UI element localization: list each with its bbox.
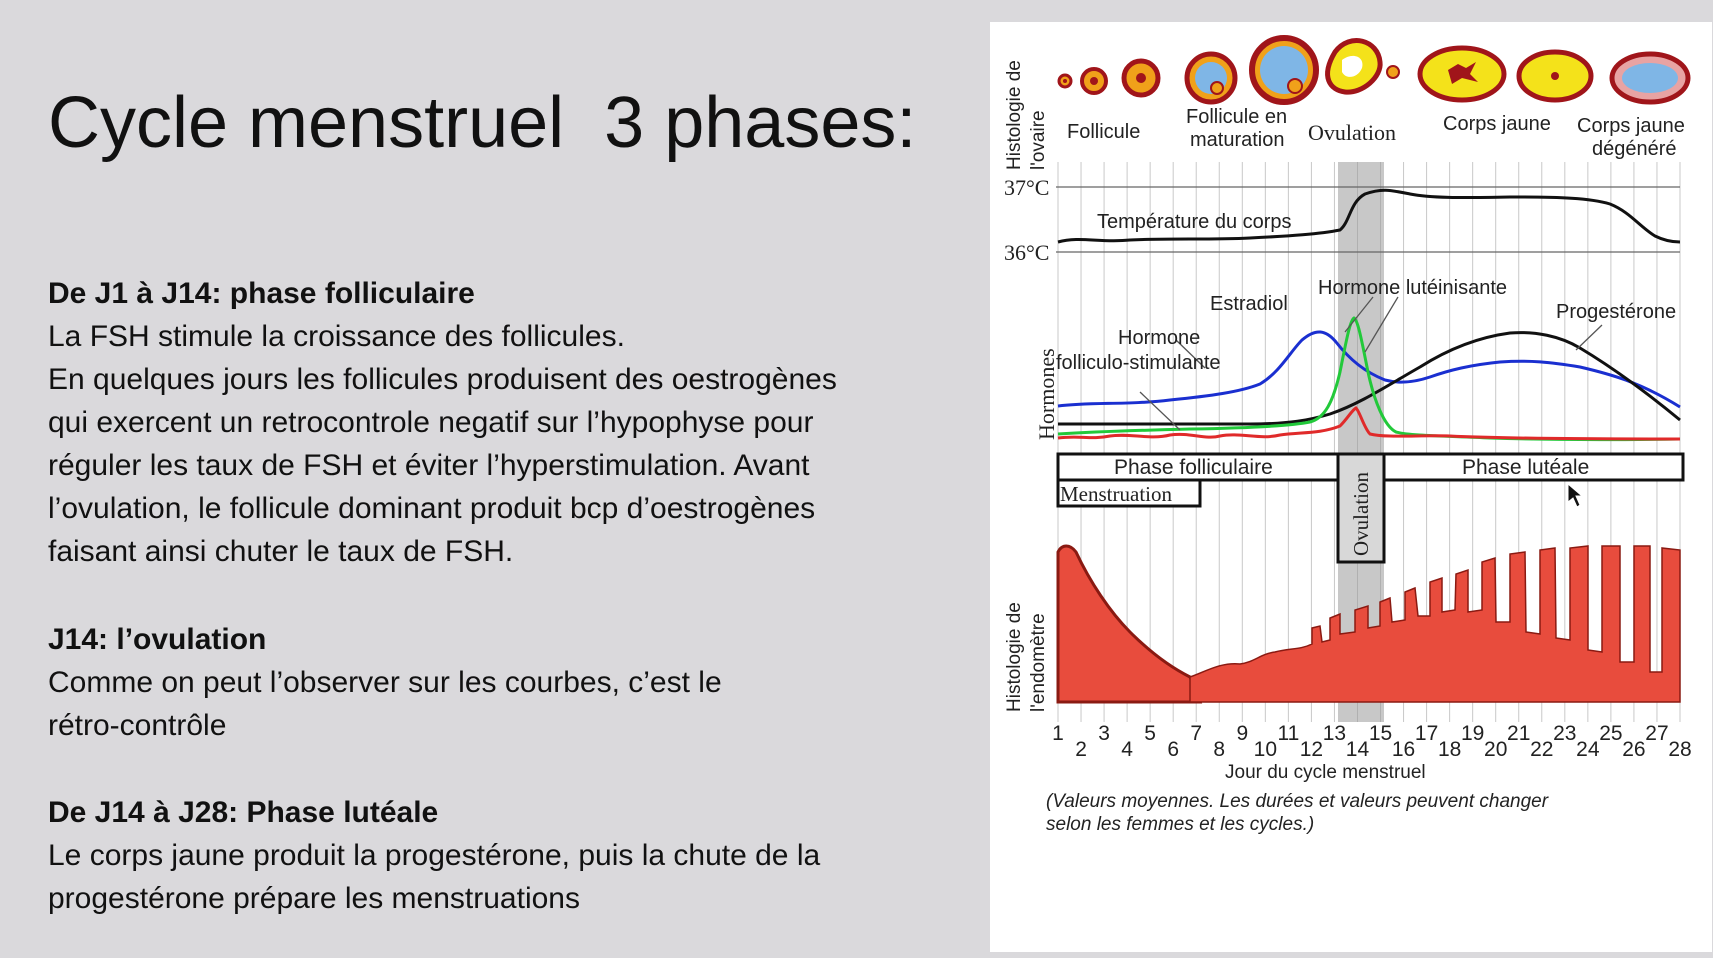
day-tick-label: 27 (1645, 722, 1668, 745)
text-line: progestérone prépare les menstruations (48, 882, 580, 915)
endometrium-shedding (1056, 544, 1203, 704)
day-tick-label: 17 (1415, 722, 1438, 745)
endometrium-tissue (1189, 545, 1681, 703)
fsh-curve (1057, 330, 1681, 409)
endometrium-axis-label: Histologie de (1004, 602, 1025, 712)
progesterone-curve (1058, 331, 1681, 426)
day-tick-label: 12 (1300, 738, 1323, 761)
text-line: réguler les taux de FSH et éviter l’hype… (48, 449, 810, 482)
label-corps-jaune-degenere: dégénéré (1592, 138, 1677, 160)
lh-label: Hormone lutéinisante (1318, 277, 1507, 299)
menstruation-label: Menstruation (1060, 482, 1172, 506)
label-corps-jaune: Corps jaune (1443, 113, 1551, 135)
endometrium-histology: Histologie de l'endomètre (1004, 544, 1681, 712)
day-tick-label: 6 (1167, 738, 1179, 761)
mouse-cursor-icon (1567, 482, 1584, 508)
text-line: Le corps jaune produit la progestérone, … (48, 839, 821, 872)
day-tick-label: 15 (1369, 722, 1392, 745)
day-tick-label: 11 (1277, 722, 1299, 745)
temperature-chart: 37°C 36°C Température du corps (1004, 175, 1681, 265)
x-axis: 1234567891011121314151617181920212223242… (1052, 722, 1692, 761)
estradiol-label: Estradiol (1210, 293, 1288, 315)
menstrual-cycle-diagram: Histologie de l'ovaire (990, 22, 1712, 952)
lh-curve (1057, 406, 1681, 441)
text-line: faisant ainsi chuter le taux de FSH. (48, 535, 514, 568)
day-tick-label: 13 (1323, 722, 1346, 745)
label-follicule-maturation: Follicule en (1186, 106, 1287, 128)
day-tick-label: 18 (1438, 738, 1461, 761)
fsh-label: Hormone (1118, 327, 1200, 349)
phase-luteale-bar (1382, 452, 1685, 482)
text-line: qui exercent un retrocontrole negatif su… (48, 406, 814, 439)
day-tick-label: 1 (1052, 722, 1064, 745)
day-tick-label: 5 (1144, 722, 1156, 745)
day-tick-label: 22 (1530, 738, 1553, 761)
section-heading: De J1 à J14: phase folliculaire (48, 277, 475, 310)
day-tick-label: 23 (1553, 722, 1576, 745)
temperature-curve (1057, 188, 1681, 244)
label-ovulation: Ovulation (1308, 120, 1396, 145)
text-line: Comme on peut l’observer sur les courbes… (48, 666, 722, 699)
x-axis-title: Jour du cycle menstruel (1225, 762, 1426, 783)
label-follicule-maturation: maturation (1190, 129, 1285, 151)
degenerated-corpus-luteum (1609, 51, 1691, 105)
menstruation-bar (1056, 478, 1202, 508)
temperature-label: Température du corps (1097, 211, 1292, 233)
day-tick-label: 4 (1121, 738, 1133, 761)
ovulation-bar-label: Ovulation (1349, 472, 1373, 556)
temperature-tick-37: 37°C (1004, 175, 1049, 200)
text-line: l’ovulation, le follicule dominant produ… (48, 492, 816, 525)
footnote: (Valeurs moyennes. Les durées et valeurs… (1046, 791, 1549, 812)
text-line: rétro-contrôle (48, 709, 227, 742)
ovary-axis-label: l'ovaire (1028, 110, 1049, 170)
ovary-histology: Histologie de l'ovaire (1004, 35, 1691, 170)
phase-luteale-label: Phase lutéale (1462, 456, 1589, 479)
temperature-tick-36: 36°C (1004, 240, 1049, 265)
hormones-axis-label: Hormones (1034, 348, 1059, 440)
endometrium-axis-label: l'endomètre (1028, 613, 1049, 712)
section-ovulation: J14: l’ovulation Comme on peut l’observe… (48, 618, 928, 747)
footnote: selon les femmes et les cycles.) (1046, 814, 1314, 835)
day-tick-label: 28 (1668, 738, 1691, 761)
ovary-axis-label: Histologie de (1004, 60, 1025, 170)
maturing-follicle (1184, 35, 1319, 105)
day-tick-label: 25 (1599, 722, 1622, 745)
day-tick-label: 24 (1576, 738, 1600, 761)
slide-title: Cycle menstruel 3 phases: (48, 83, 917, 163)
hormones-chart: Hormones Hormone folliculo-stimulante Es… (1034, 277, 1681, 442)
fsh-label: folliculo-stimulante (1056, 352, 1221, 374)
phase-bars: Phase folliculaire Phase lutéale Menstru… (1056, 452, 1685, 564)
label-corps-jaune-degenere: Corps jaune (1577, 115, 1685, 137)
section-heading: De J14 à J28: Phase lutéale (48, 796, 439, 829)
day-tick-label: 8 (1213, 738, 1225, 761)
day-tick-label: 9 (1236, 722, 1248, 745)
ovulating-follicle (1325, 38, 1400, 95)
day-tick-label: 3 (1098, 722, 1110, 745)
day-tick-label: 7 (1190, 722, 1202, 745)
day-tick-label: 19 (1461, 722, 1484, 745)
phase-folliculaire-label: Phase folliculaire (1114, 456, 1273, 479)
label-follicule: Follicule (1067, 121, 1140, 143)
section-luteale: De J14 à J28: Phase lutéale Le corps jau… (48, 791, 928, 920)
corpus-luteum (1417, 45, 1594, 103)
day-tick-label: 16 (1392, 738, 1415, 761)
ovulation-bar (1336, 452, 1386, 564)
day-tick-label: 10 (1254, 738, 1277, 761)
day-tick-label: 26 (1622, 738, 1645, 761)
progesterone-label: Progestérone (1556, 301, 1676, 323)
section-folliculaire: De J1 à J14: phase folliculaire La FSH s… (48, 272, 928, 573)
day-tick-label: 20 (1484, 738, 1507, 761)
day-tick-label: 21 (1507, 722, 1530, 745)
day-tick-label: 2 (1075, 738, 1087, 761)
section-heading: J14: l’ovulation (48, 623, 267, 656)
text-line: La FSH stimule la croissance des follicu… (48, 320, 625, 353)
text-line: En quelques jours les follicules produis… (48, 363, 837, 396)
day-tick-label: 14 (1346, 738, 1370, 761)
primordial-follicle (1057, 58, 1161, 98)
